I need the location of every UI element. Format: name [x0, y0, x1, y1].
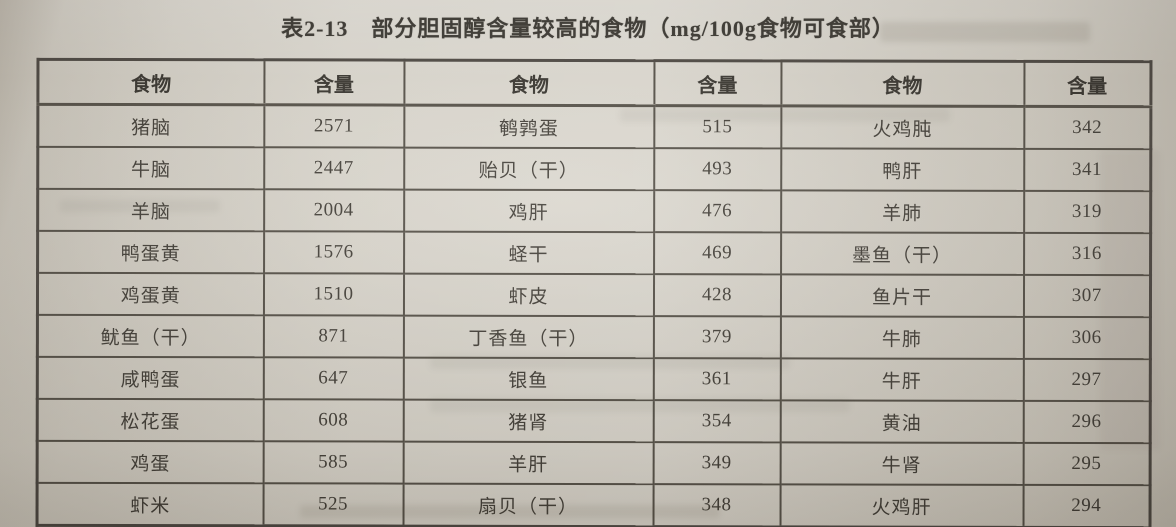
- value-cell: 316: [1023, 232, 1151, 276]
- food-cell: 松花蛋: [37, 398, 264, 442]
- food-cell: 鸭肝: [780, 148, 1024, 191]
- table-row: 鸡蛋黄 1510 虾皮 428 鱼片干 307: [37, 272, 1151, 318]
- food-cell: 火鸡肫: [780, 105, 1024, 149]
- food-cell: 羊脑: [37, 188, 264, 232]
- value-cell: 493: [653, 148, 781, 191]
- cholesterol-table: 食物 含量 食物 含量 食物 含量 猪脑 2571 鹌鹑蛋 515 火鸡肫 342 牛脑 2447 贻贝（…: [35, 57, 1153, 527]
- food-cell: 牛肝: [780, 358, 1024, 401]
- value-cell: 348: [653, 484, 781, 527]
- column-header: 含量: [653, 60, 781, 106]
- food-cell: 牛肾: [780, 442, 1024, 485]
- food-cell: 鱼片干: [780, 274, 1024, 317]
- value-cell: 608: [263, 399, 404, 442]
- value-cell: 1510: [263, 273, 404, 316]
- food-cell: 鸡蛋: [37, 440, 264, 484]
- table-caption: 表2-13 部分胆固醇含量较高的食物（mg/100g食物可食部）: [281, 16, 895, 41]
- food-cell: 丁香鱼（干）: [403, 315, 654, 359]
- food-cell: 咸鸭蛋: [37, 356, 264, 400]
- table-body: 猪脑 2571 鹌鹑蛋 515 火鸡肫 342 牛脑 2447 贻贝（干） 493 鸭肝 341 羊脑 2…: [37, 104, 1151, 527]
- food-cell: 虾皮: [403, 273, 654, 317]
- value-cell: 469: [653, 232, 781, 275]
- food-cell: 猪脑: [37, 104, 264, 148]
- table-row: 虾米 525 扇贝（干） 348 火鸡肝 294: [37, 482, 1151, 527]
- food-cell: 羊肝: [403, 441, 654, 485]
- value-cell: 515: [653, 105, 781, 149]
- table-row: 猪脑 2571 鹌鹑蛋 515 火鸡肫 342: [37, 104, 1151, 150]
- table-row: 咸鸭蛋 647 银鱼 361 牛肝 297: [37, 356, 1151, 402]
- food-cell: 鱿鱼（干）: [37, 314, 264, 358]
- table-row: 鱿鱼（干） 871 丁香鱼（干） 379 牛肺 306: [37, 314, 1151, 360]
- value-cell: 296: [1023, 400, 1151, 444]
- value-cell: 379: [653, 316, 781, 359]
- table-row: 鸭蛋黄 1576 蛏干 469 墨鱼（干） 316: [37, 230, 1151, 276]
- table-row: 鸡蛋 585 羊肝 349 牛肾 295: [37, 440, 1151, 486]
- value-cell: 361: [653, 358, 781, 401]
- food-cell: 鹌鹑蛋: [403, 105, 654, 149]
- food-cell: 贻贝（干）: [403, 147, 654, 191]
- value-cell: 871: [263, 315, 404, 358]
- value-cell: 354: [653, 400, 781, 443]
- food-cell: 羊肺: [780, 190, 1024, 233]
- food-cell: 牛肺: [780, 316, 1024, 359]
- food-cell: 火鸡肝: [780, 484, 1024, 527]
- value-cell: 341: [1023, 148, 1151, 192]
- value-cell: 2447: [263, 147, 404, 190]
- value-cell: 428: [653, 274, 781, 317]
- food-cell: 墨鱼（干）: [780, 232, 1024, 275]
- column-header: 含量: [263, 59, 404, 106]
- column-header: 食物: [780, 60, 1024, 107]
- food-cell: 猪肾: [403, 399, 654, 443]
- food-cell: 虾米: [37, 482, 264, 526]
- column-header: 食物: [37, 59, 264, 105]
- food-cell: 鸡蛋黄: [37, 272, 264, 316]
- value-cell: 297: [1023, 358, 1151, 402]
- value-cell: 525: [263, 483, 404, 527]
- value-cell: 294: [1023, 484, 1151, 527]
- value-cell: 295: [1023, 442, 1151, 486]
- value-cell: 1576: [263, 231, 404, 274]
- value-cell: 476: [653, 190, 781, 233]
- value-cell: 307: [1023, 274, 1151, 318]
- food-cell: 黄油: [780, 400, 1024, 443]
- value-cell: 647: [263, 357, 404, 400]
- value-cell: 342: [1023, 106, 1151, 150]
- value-cell: 2004: [263, 189, 404, 232]
- value-cell: 2571: [263, 104, 404, 148]
- column-header: 食物: [403, 60, 654, 106]
- food-cell: 鸡肝: [403, 189, 654, 233]
- header-row: 食物 含量 食物 含量 食物 含量: [37, 59, 1151, 107]
- table-row: 羊脑 2004 鸡肝 476 羊肺 319: [37, 188, 1151, 234]
- food-cell: 鸭蛋黄: [37, 230, 264, 274]
- value-cell: 319: [1023, 190, 1151, 234]
- food-cell: 扇贝（干）: [403, 483, 654, 527]
- table-row: 松花蛋 608 猪肾 354 黄油 296: [37, 398, 1151, 444]
- food-cell: 牛脑: [37, 146, 264, 190]
- column-header: 含量: [1023, 61, 1151, 107]
- value-cell: 585: [263, 441, 404, 484]
- table-row: 牛脑 2447 贻贝（干） 493 鸭肝 341: [37, 146, 1151, 192]
- value-cell: 306: [1023, 316, 1151, 360]
- food-cell: 银鱼: [403, 357, 654, 401]
- value-cell: 349: [653, 442, 781, 485]
- food-cell: 蛏干: [403, 231, 654, 275]
